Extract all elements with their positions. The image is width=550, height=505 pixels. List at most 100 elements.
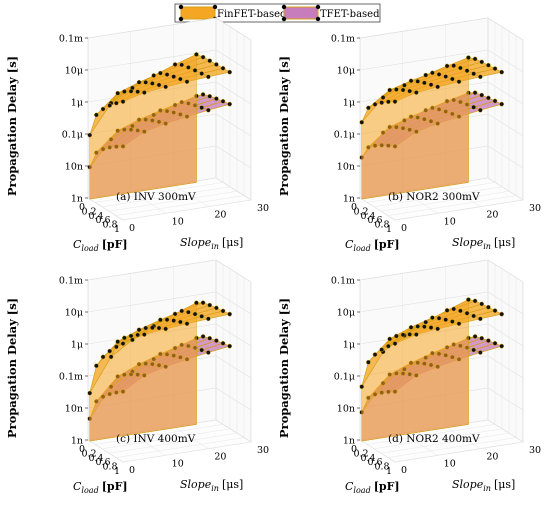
- x-axis-label-unit: [pF]: [374, 480, 400, 493]
- data-point-finfet: [486, 62, 491, 68]
- data-point-finfet: [115, 339, 121, 345]
- data-point-tfet: [199, 347, 205, 353]
- data-point-finfet: [130, 337, 135, 343]
- legend-marker-finfet-3: [178, 16, 184, 22]
- y-axis-label: Slopein [μs]: [452, 478, 515, 493]
- legend-marker-tfet-3: [281, 16, 287, 22]
- data-point-finfet: [122, 89, 127, 94]
- z-tick-label: 10n: [65, 162, 83, 173]
- data-point-finfet: [205, 316, 211, 322]
- y-tick-label: 30: [529, 203, 541, 214]
- z-axis-label: Propagation Delay [s]: [5, 56, 19, 196]
- z-axis-label: Propagation Delay [s]: [277, 56, 291, 196]
- data-point-tfet: [205, 350, 211, 355]
- panel-caption: (d) NOR2 400mV: [388, 433, 480, 445]
- legend-label-tfet: TFET-based: [320, 9, 380, 20]
- x-tick-label: 0: [79, 444, 85, 455]
- data-point-finfet: [450, 319, 455, 324]
- panel-caption: (c) INV 400mV: [116, 433, 196, 445]
- z-tick-label: 10μ: [337, 66, 355, 77]
- data-point-finfet: [413, 90, 419, 95]
- data-point-finfet: [492, 308, 498, 313]
- data-point-finfet: [444, 63, 450, 69]
- data-point-finfet: [471, 313, 477, 319]
- data-point-finfet: [135, 332, 141, 338]
- data-point-tfet: [486, 338, 491, 344]
- data-point-tfet: [486, 95, 491, 101]
- data-point-finfet: [372, 101, 378, 107]
- x-tick-label: 0: [351, 202, 357, 213]
- data-point-finfet: [192, 68, 198, 73]
- x-axis-label-unit: [pF]: [102, 238, 128, 251]
- z-tick-label: 0.1m: [331, 34, 355, 45]
- legend-marker-finfet-2: [212, 4, 218, 10]
- x-tick-label: 0.4: [360, 453, 375, 464]
- data-point-tfet: [477, 350, 483, 355]
- data-point-finfet: [435, 84, 441, 90]
- y-axis-label: Slopein [μs]: [180, 478, 243, 493]
- data-point-tfet: [499, 343, 505, 349]
- data-point-tfet: [220, 340, 226, 346]
- y-tick-label: 30: [529, 445, 541, 456]
- data-point-finfet: [200, 300, 206, 306]
- z-tick-label: 10n: [337, 162, 355, 173]
- data-point-finfet: [156, 82, 162, 88]
- z-tick-label: 10μ: [65, 308, 83, 319]
- z-tick-label: 1μ: [71, 98, 83, 109]
- data-point-finfet: [158, 70, 163, 76]
- data-point-finfet: [407, 332, 413, 337]
- data-point-finfet: [458, 308, 463, 314]
- legend-label-finfet: FinFET-based: [217, 9, 287, 20]
- data-point-finfet: [178, 319, 183, 325]
- data-point-finfet: [499, 311, 505, 317]
- y-axis-label-sub: in: [211, 484, 219, 493]
- data-point-finfet: [227, 311, 233, 317]
- data-point-finfet: [400, 87, 406, 93]
- data-point-finfet: [135, 89, 141, 95]
- data-point-finfet: [158, 317, 163, 323]
- z-tick-label: 10n: [337, 404, 355, 415]
- data-point-finfet: [136, 79, 142, 85]
- legend-marker-finfet-1: [178, 4, 184, 10]
- data-point-finfet: [472, 56, 478, 62]
- x-tick-label: 1: [386, 466, 392, 477]
- z-tick-label: 0.1μ: [62, 130, 83, 141]
- data-point-tfet: [472, 90, 478, 96]
- data-point-finfet: [366, 359, 371, 365]
- data-point-finfet: [172, 62, 178, 67]
- x-tick-label: 0.4: [88, 211, 103, 222]
- data-point-tfet: [199, 105, 205, 111]
- data-point-finfet: [466, 55, 471, 60]
- y-axis-label-unit: [μs]: [494, 478, 515, 491]
- x-axis-label-sub: load: [81, 486, 98, 495]
- data-point-tfet: [220, 98, 226, 104]
- z-tick-label: 0.1m: [59, 372, 83, 383]
- data-point-finfet: [394, 333, 399, 339]
- data-point-finfet: [122, 335, 127, 341]
- x-tick-label: 1: [386, 224, 392, 235]
- x-tick-label: 0.2: [81, 448, 96, 459]
- data-point-finfet: [443, 74, 449, 79]
- data-point-finfet: [214, 305, 219, 311]
- z-tick-label: 1n: [71, 436, 83, 447]
- data-point-finfet: [163, 84, 169, 90]
- x-axis-label-sub: load: [81, 244, 98, 253]
- x-axis-label-sub: load: [353, 486, 370, 495]
- data-point-finfet: [458, 65, 463, 71]
- data-point-finfet: [408, 325, 414, 330]
- data-point-finfet: [486, 304, 491, 310]
- data-point-finfet: [423, 72, 429, 78]
- data-point-finfet: [415, 324, 421, 329]
- y-tick-label: 30: [257, 445, 269, 456]
- y-axis-label-sub: in: [483, 484, 491, 493]
- x-axis-label-unit: [pF]: [102, 480, 128, 493]
- data-point-finfet: [87, 390, 93, 396]
- data-point-finfet: [413, 332, 419, 337]
- y-tick-label: 20: [214, 210, 226, 221]
- x-axis-label: Cload [pF]: [73, 238, 128, 253]
- x-tick-label: 0.4: [88, 453, 103, 464]
- data-point-finfet: [115, 90, 121, 96]
- data-point-finfet: [172, 311, 178, 317]
- data-point-finfet: [464, 68, 470, 74]
- back-wall: [215, 259, 252, 443]
